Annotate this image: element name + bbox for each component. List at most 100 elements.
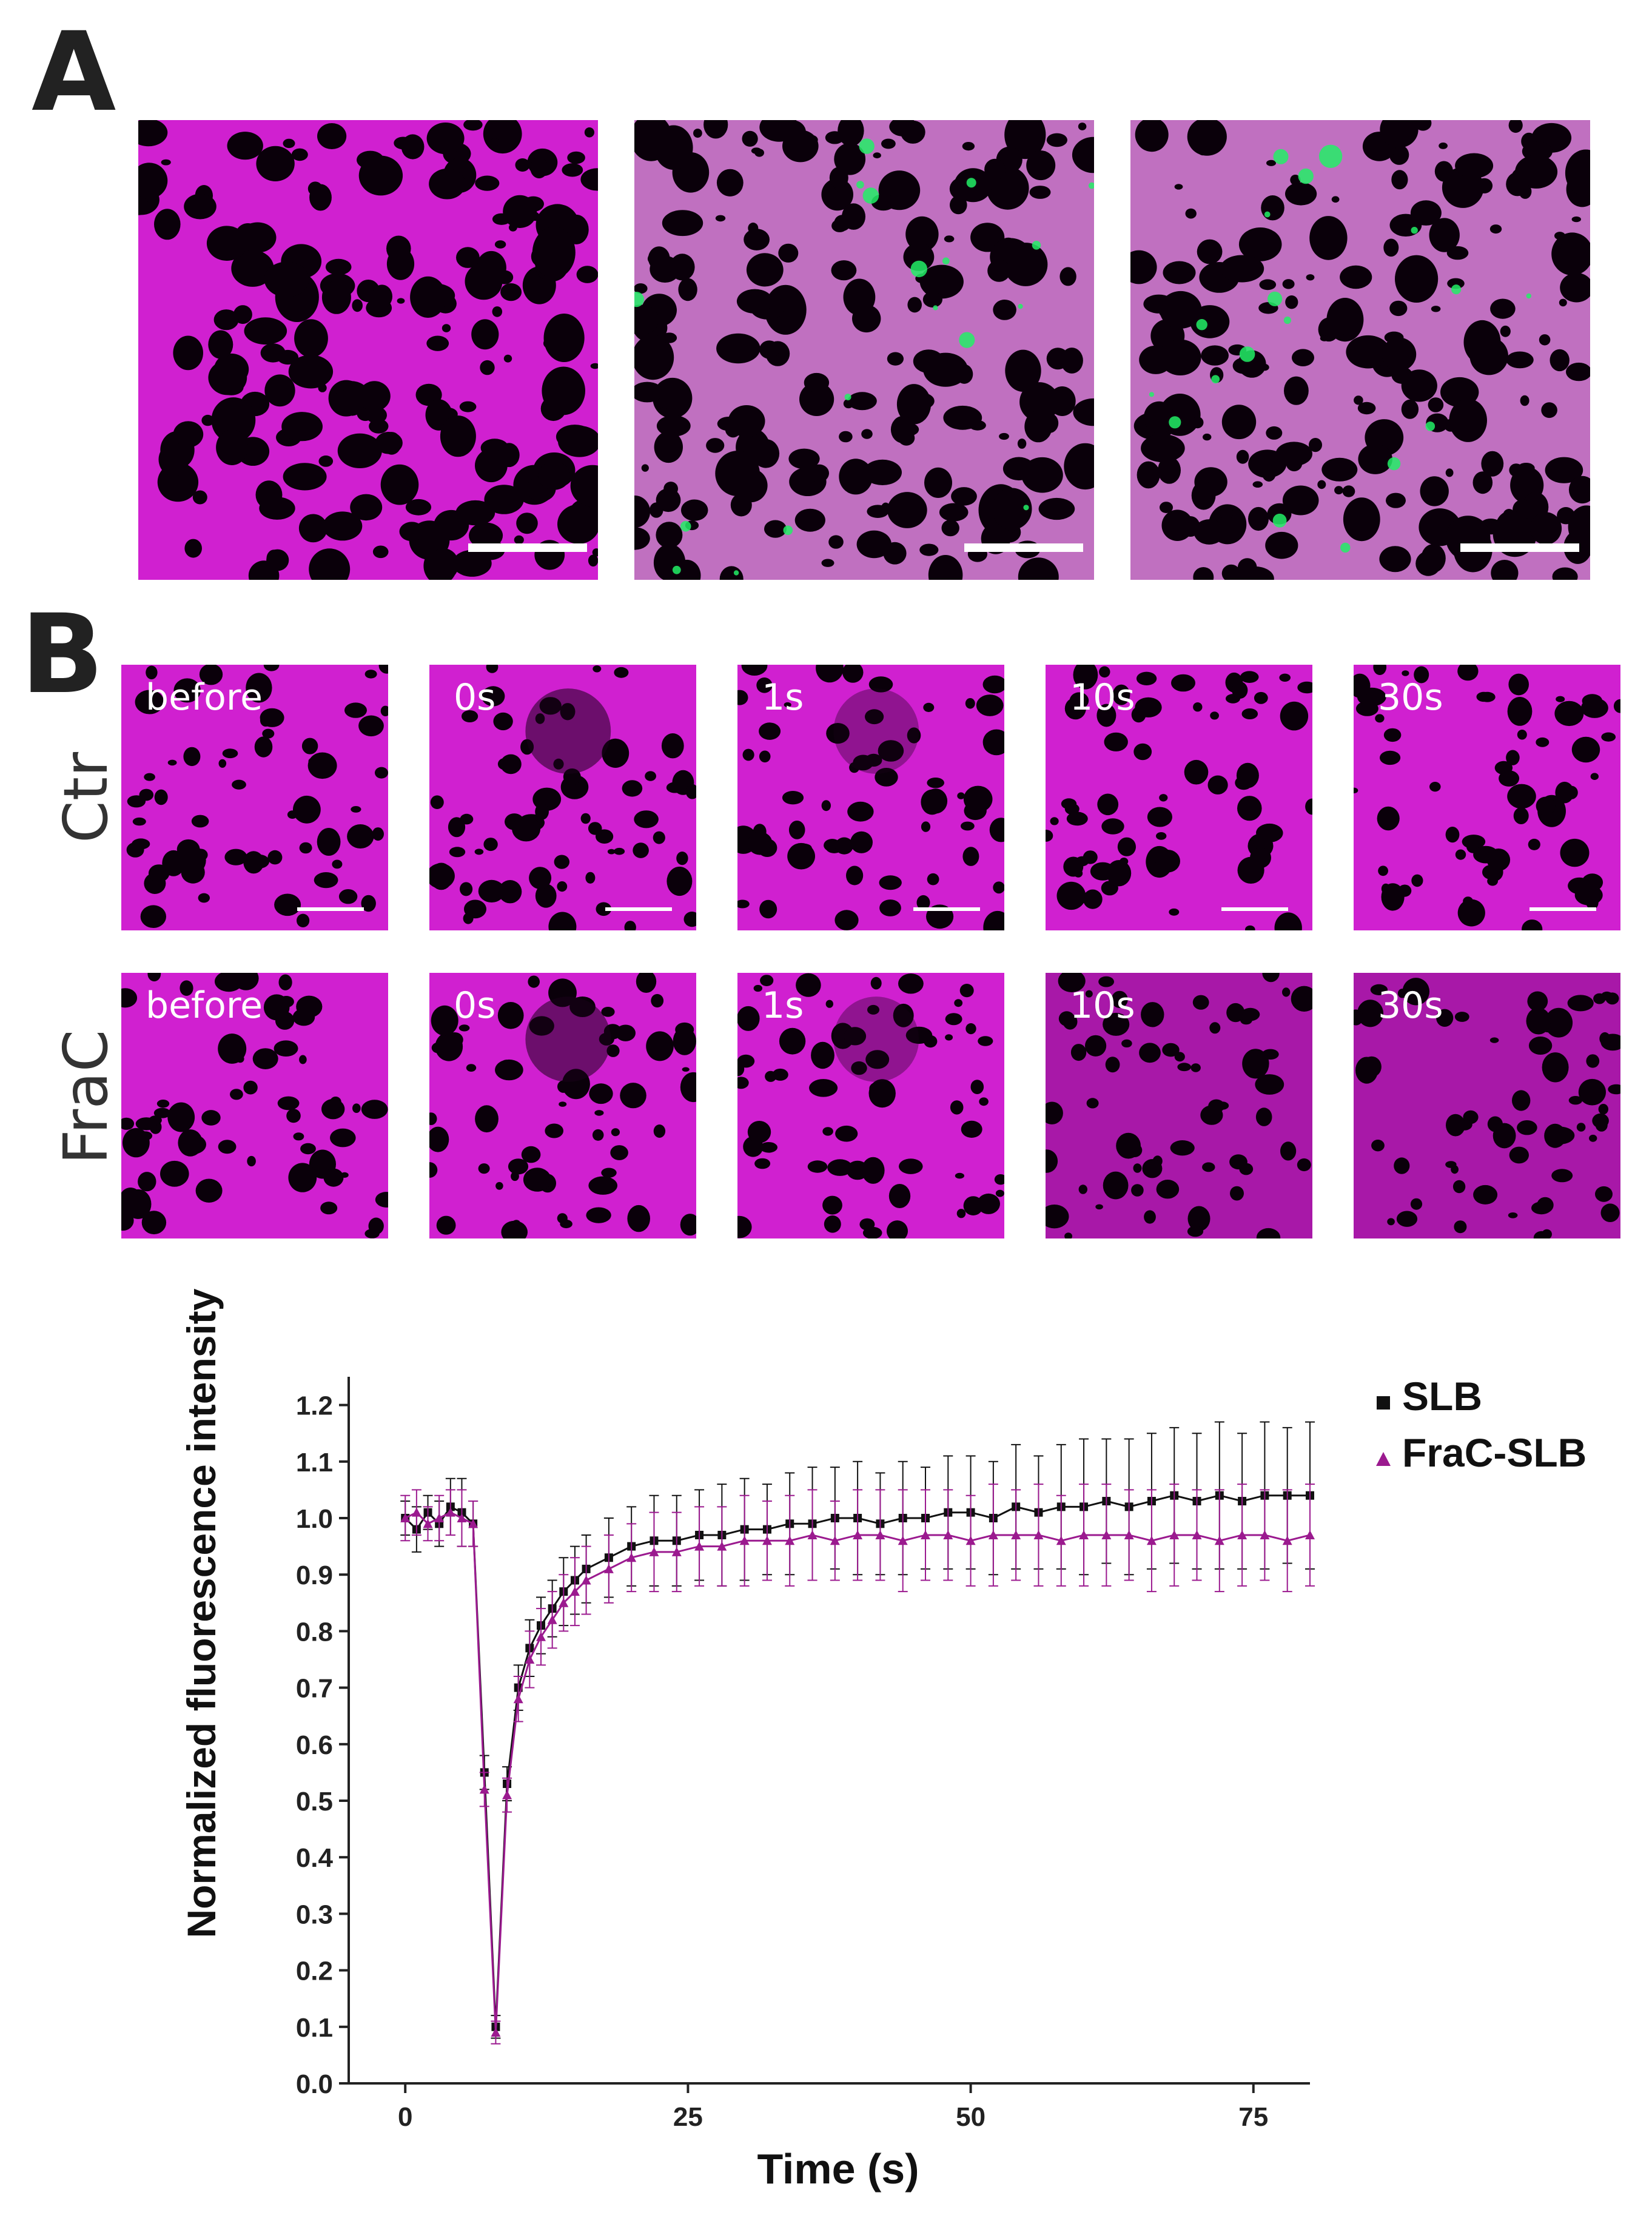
frap-image-frac-1: 0s bbox=[429, 973, 696, 1238]
time-label: 30s bbox=[1378, 676, 1443, 719]
data-point bbox=[513, 1694, 523, 1704]
data-point bbox=[965, 1536, 976, 1545]
x-axis-label: Time (s) bbox=[757, 2145, 919, 2193]
data-point bbox=[434, 1513, 445, 1522]
y-tick-label: 1.1 bbox=[296, 1448, 333, 1477]
data-point bbox=[1192, 1530, 1202, 1539]
data-point bbox=[547, 1615, 557, 1624]
data-point bbox=[1282, 1536, 1292, 1545]
membrane-texture bbox=[1046, 973, 1312, 1238]
frap-image-ctr-1: 0s bbox=[429, 665, 696, 930]
data-point bbox=[988, 1530, 998, 1539]
y-tick-label: 0.2 bbox=[296, 1957, 333, 1986]
panel-a-image-3 bbox=[1130, 120, 1590, 580]
data-point bbox=[694, 1541, 705, 1551]
y-tick-label: 0.0 bbox=[296, 2069, 333, 2099]
chart-axes: 0.0 0.1 0.2 0.3 0.4 0.5 0.6 0.7 0.8 0.9 1.0 1.1 1.2 0… bbox=[296, 1377, 1310, 2132]
data-point bbox=[943, 1530, 953, 1539]
y-tick-label: 1.2 bbox=[296, 1391, 333, 1421]
data-point bbox=[479, 1784, 489, 1794]
data-point bbox=[1169, 1530, 1180, 1539]
data-point bbox=[491, 2028, 501, 2037]
x-tick-label: 75 bbox=[1238, 2102, 1268, 2132]
data-point bbox=[807, 1530, 818, 1539]
scale-bar bbox=[913, 907, 980, 911]
y-tick-label: 0.4 bbox=[296, 1843, 334, 1873]
data-point bbox=[1033, 1530, 1044, 1539]
y-tick-label: 0.6 bbox=[296, 1730, 333, 1760]
membrane-texture bbox=[737, 665, 1004, 930]
data-point bbox=[785, 1536, 795, 1545]
membrane-texture bbox=[429, 973, 696, 1238]
membrane-texture bbox=[1046, 665, 1312, 930]
data-point bbox=[671, 1547, 682, 1556]
data-point bbox=[1214, 1536, 1224, 1545]
frap-image-ctr-0: before bbox=[121, 665, 388, 930]
data-point bbox=[569, 1587, 580, 1596]
series-line bbox=[405, 1511, 1311, 2033]
data-point bbox=[411, 1507, 421, 1517]
time-label: 1s bbox=[762, 676, 804, 719]
legend-marker-slb bbox=[1377, 1396, 1390, 1410]
data-point bbox=[830, 1536, 840, 1545]
time-label: 10s bbox=[1070, 676, 1135, 719]
data-point bbox=[603, 1564, 614, 1573]
legend: SLB FraC-SLB bbox=[1376, 1374, 1587, 1475]
data-point bbox=[1146, 1536, 1157, 1545]
scale-bar bbox=[1529, 907, 1596, 911]
y-tick-label: 0.9 bbox=[296, 1561, 333, 1590]
data-point bbox=[1305, 1530, 1315, 1539]
frap-image-frac-0: before bbox=[121, 973, 388, 1238]
membrane-texture bbox=[1130, 120, 1590, 580]
scale-bar bbox=[297, 907, 364, 911]
data-point bbox=[1101, 1530, 1112, 1539]
scale-bar bbox=[605, 907, 672, 911]
frap-image-frac-4: 30s bbox=[1354, 973, 1620, 1238]
time-label: before bbox=[146, 676, 263, 719]
time-label: 0s bbox=[454, 676, 496, 719]
y-tick-label: 0.8 bbox=[296, 1617, 333, 1647]
panel-a-image-1 bbox=[138, 120, 598, 580]
membrane-texture bbox=[121, 973, 388, 1238]
data-point bbox=[762, 1536, 772, 1545]
membrane-texture bbox=[737, 973, 1004, 1238]
membrane-texture bbox=[1354, 665, 1620, 930]
data-point bbox=[1237, 1530, 1247, 1539]
time-label: 10s bbox=[1070, 984, 1135, 1027]
legend-label-slb: SLB bbox=[1402, 1374, 1482, 1419]
data-point bbox=[1011, 1530, 1021, 1539]
y-tick-label: 0.5 bbox=[296, 1787, 333, 1816]
panel-a-image-2 bbox=[634, 120, 1094, 580]
frap-image-ctr-4: 30s bbox=[1354, 665, 1620, 930]
data-point bbox=[468, 1519, 478, 1528]
row-label-frac: FraC bbox=[50, 1029, 121, 1164]
scale-bar bbox=[964, 543, 1083, 552]
membrane-texture bbox=[1354, 973, 1620, 1238]
frap-image-frac-3: 10s bbox=[1046, 973, 1312, 1238]
data-point bbox=[525, 1655, 535, 1664]
membrane-texture bbox=[429, 665, 696, 930]
legend-marker-frac-slb bbox=[1376, 1452, 1391, 1466]
membrane-texture bbox=[634, 120, 1094, 580]
data-point bbox=[853, 1530, 863, 1539]
panel-a-letter: A bbox=[32, 9, 116, 136]
membrane-texture bbox=[138, 120, 598, 580]
frap-recovery-chart: 0.0 0.1 0.2 0.3 0.4 0.5 0.6 0.7 0.8 0.9 1.0 1.1 1.2 0… bbox=[179, 1288, 1587, 2193]
data-point bbox=[717, 1541, 727, 1551]
data-point bbox=[898, 1536, 908, 1545]
y-tick-label: 1.0 bbox=[296, 1504, 333, 1534]
data-point bbox=[581, 1575, 591, 1585]
x-tick-label: 50 bbox=[956, 2102, 985, 2132]
y-tick-label: 0.7 bbox=[296, 1674, 333, 1704]
scale-bar bbox=[468, 543, 587, 552]
x-tick-label: 25 bbox=[673, 2102, 703, 2132]
time-label: 0s bbox=[454, 984, 496, 1027]
data-point bbox=[457, 1513, 467, 1522]
data-point bbox=[875, 1530, 885, 1539]
data-point bbox=[400, 1513, 411, 1522]
panel-b-letter: B bbox=[21, 591, 104, 718]
data-point bbox=[559, 1598, 569, 1607]
legend-label-frac-slb: FraC-SLB bbox=[1402, 1430, 1587, 1475]
data-point bbox=[1079, 1530, 1089, 1539]
data-point bbox=[649, 1547, 659, 1556]
